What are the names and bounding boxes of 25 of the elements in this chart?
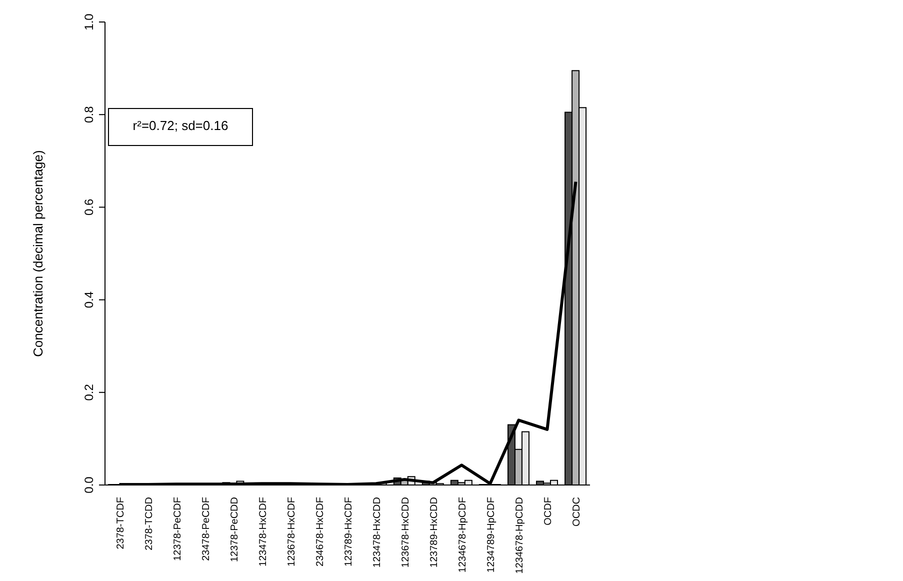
x-tick-label: 234678-HxCDF [314, 497, 326, 566]
y-tick-label: 0.8 [82, 106, 96, 123]
x-tick-label: 2378-TCDD [144, 497, 155, 550]
y-tick-label: 0.2 [82, 384, 96, 401]
x-tick-label: 2378-TCDF [115, 497, 126, 550]
x-tick-label: 1234678-HpCDF [458, 497, 469, 573]
y-tick-label: 0.6 [82, 198, 96, 216]
x-tick-label: 123478-HxCDD [372, 497, 384, 568]
x-tick-label: 123789-HxCDD [429, 497, 440, 568]
x-tick-label: 123678-HxCDD [400, 497, 412, 568]
x-tick-label: 12378-PeCDD [229, 497, 240, 562]
y-tick-label: 1.0 [82, 13, 96, 30]
x-tick-label: OCDF [543, 497, 554, 526]
y-tick-label: 0.0 [82, 476, 96, 494]
x-tick-label: 123478-HxCDF [258, 497, 269, 566]
x-tick-label: 123789-HxCDF [344, 497, 354, 566]
x-tick-label: 12378-PeCDF [172, 497, 184, 561]
y-tick-label: 0.4 [82, 291, 96, 308]
x-tick-label: 1234789-HpCDF [486, 497, 498, 573]
x-tick-label: 123678-HxCDF [286, 497, 298, 566]
x-tick-label: 1234678-HpCDD [514, 497, 526, 574]
x-tick-label: 23478-PeCDF [200, 497, 212, 561]
x-tick-label: OCDC [572, 497, 583, 526]
annotation: r²=0.72; sd=0.16 [132, 118, 230, 133]
y-axis-title: Concentration (decimal percentage) [30, 150, 46, 357]
